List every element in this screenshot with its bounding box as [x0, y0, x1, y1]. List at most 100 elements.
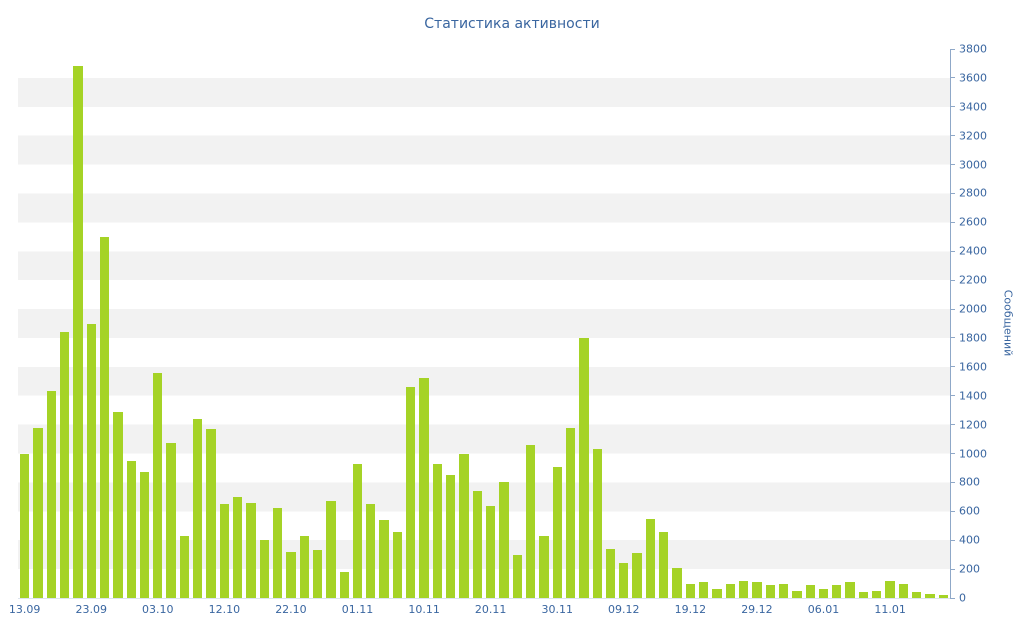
y-tick-label: 1600: [959, 360, 987, 374]
y-tick-label: 0: [959, 591, 966, 605]
bar: [299, 535, 309, 598]
y-tick-label: 1000: [959, 447, 987, 461]
bar: [845, 582, 855, 598]
bar: [712, 589, 722, 598]
bar: [552, 466, 562, 598]
x-tick-label: 13.09: [8, 603, 41, 616]
bar: [818, 589, 829, 598]
y-tick-label: 1400: [959, 389, 987, 403]
bar: [206, 428, 216, 598]
y-tick-label: 2000: [959, 302, 987, 316]
bar: [619, 563, 629, 598]
y-tick-label: 600: [959, 504, 980, 518]
bar: [858, 592, 869, 598]
y-tick: [950, 481, 955, 483]
bar: [113, 411, 123, 598]
bar: [632, 553, 642, 598]
y-tick: [950, 164, 955, 166]
bar: [778, 583, 789, 598]
y-tick: [950, 48, 955, 50]
y-tick: [950, 424, 955, 426]
bar: [326, 501, 336, 598]
bar: [33, 427, 43, 598]
bar: [459, 453, 469, 598]
x-tick-label: 22.10: [275, 603, 307, 616]
bar: [246, 502, 256, 598]
y-tick: [950, 568, 955, 570]
bar: [485, 505, 496, 598]
x-tick-label: 06.01: [807, 603, 840, 616]
x-tick-label: 23.09: [75, 603, 107, 616]
bar: [765, 585, 775, 598]
plot-area: [18, 48, 955, 599]
bar: [472, 491, 482, 598]
bar: [752, 582, 762, 598]
bar: [153, 372, 163, 598]
bar: [912, 592, 922, 598]
bar: [725, 583, 735, 598]
bar: [233, 496, 243, 598]
bar: [46, 391, 56, 598]
x-tick-label: 12.10: [208, 603, 241, 616]
bar: [286, 551, 296, 598]
y-tick-label: 1800: [959, 331, 987, 345]
y-tick-label: 3600: [959, 71, 987, 85]
x-tick-label: 19.12: [674, 603, 707, 616]
y-tick: [950, 250, 955, 252]
y-axis-title: Сообщений: [1001, 289, 1015, 357]
bar: [925, 593, 935, 598]
bar: [579, 337, 589, 598]
y-tick: [950, 221, 955, 223]
bar: [832, 585, 842, 598]
bar: [645, 518, 656, 598]
y-tick-label: 2600: [959, 215, 987, 229]
bar: [73, 66, 83, 598]
y-axis-labels: 0 200 400 600 800 1000 1200 1400 1600 1800 2000 220…: [959, 43, 1005, 605]
bar: [219, 504, 230, 598]
x-tick-label: 29.12: [741, 603, 773, 616]
bar: [379, 519, 389, 598]
y-tick-label: 2400: [959, 244, 987, 258]
bar: [738, 580, 749, 598]
bar: [898, 583, 909, 598]
bar: [805, 585, 815, 598]
x-tick-label: 03.10: [142, 603, 174, 616]
bar: [139, 472, 150, 598]
x-tick-label: 01.11: [341, 603, 374, 616]
bar: [699, 582, 709, 598]
bar: [885, 580, 895, 598]
y-tick-label: 400: [959, 533, 980, 547]
y-tick: [950, 192, 955, 194]
y-tick: [950, 597, 955, 599]
bar: [179, 535, 190, 598]
x-tick-label: 11.01: [874, 603, 906, 616]
y-tick: [950, 308, 955, 310]
x-tick-label: 20.11: [474, 603, 507, 616]
bar: [938, 595, 948, 598]
bar: [193, 418, 203, 598]
bar: [272, 508, 283, 598]
bar: [499, 482, 509, 598]
bar: [432, 463, 443, 598]
bar: [512, 554, 522, 598]
x-tick-label: 30.11: [541, 603, 573, 616]
bar: [792, 590, 802, 598]
y-tick: [950, 135, 955, 137]
bar: [166, 443, 176, 598]
bar: [605, 548, 616, 598]
y-tick: [950, 366, 955, 368]
y-tick-label: 3800: [959, 42, 987, 56]
y-tick: [950, 395, 955, 397]
bar: [339, 572, 349, 598]
bar: [872, 590, 882, 598]
y-tick-label: 3200: [959, 129, 987, 143]
y-tick-label: 1200: [959, 418, 987, 432]
bar: [419, 378, 429, 598]
bar: [659, 531, 669, 598]
y-tick-label: 200: [959, 562, 980, 576]
y-tick-label: 3400: [959, 100, 987, 114]
bar: [392, 531, 403, 598]
bar: [126, 460, 136, 598]
y-tick-label: 2200: [959, 273, 987, 287]
